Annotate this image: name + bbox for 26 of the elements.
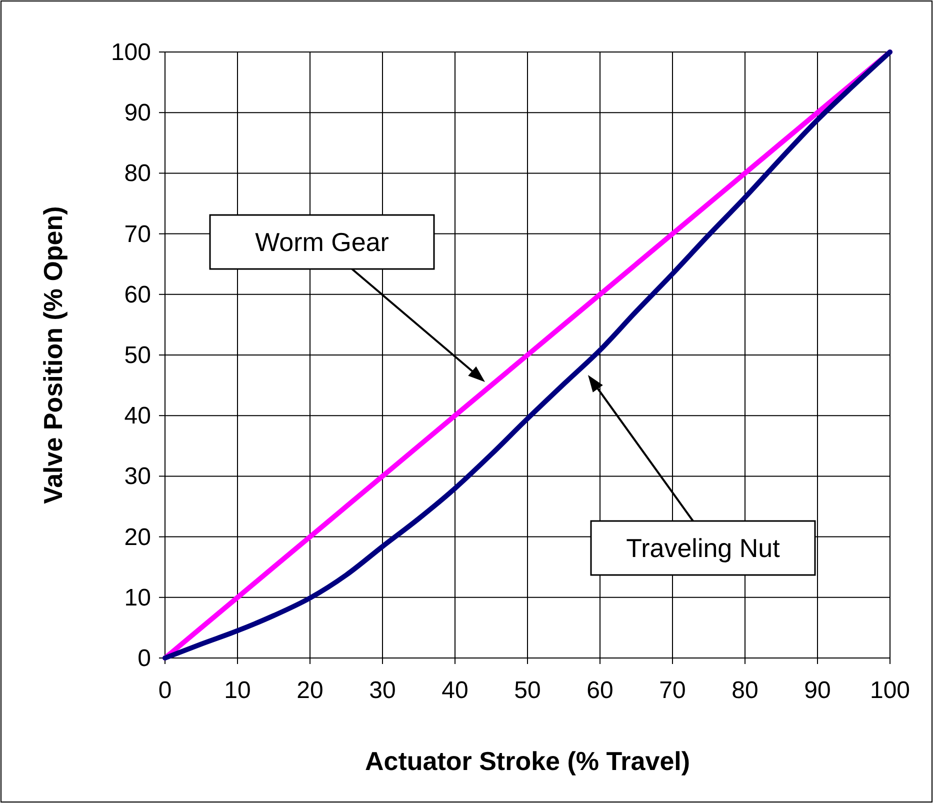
x-tick-label: 30 xyxy=(369,677,396,704)
y-tick-label: 30 xyxy=(124,463,151,490)
y-tick-label: 70 xyxy=(124,220,151,248)
y-tick-label: 10 xyxy=(124,584,151,612)
x-tick-label: 60 xyxy=(586,677,614,704)
annotation: Worm Gear xyxy=(255,227,390,257)
y-tick-label: 60 xyxy=(124,281,151,308)
x-tick-label: 90 xyxy=(804,677,831,704)
x-tick-label: 20 xyxy=(296,677,324,704)
y-tick-label: 50 xyxy=(124,342,151,369)
annotation: Traveling Nut xyxy=(626,533,781,563)
x-tick-label: 100 xyxy=(870,677,910,704)
x-tick-label: 10 xyxy=(224,677,251,704)
y-tick-label: 90 xyxy=(124,100,151,127)
y-tick-label: 20 xyxy=(124,524,151,551)
y-tick-label: 80 xyxy=(124,160,151,188)
x-tick-label: 80 xyxy=(732,677,758,704)
x-tick-label: 0 xyxy=(158,677,172,704)
y-tick-label: 40 xyxy=(124,402,151,430)
x-axis-title: Actuator Stroke (% Travel) xyxy=(364,746,690,776)
x-tick-label: 40 xyxy=(442,677,468,704)
y-tick-label: 0 xyxy=(138,645,151,672)
x-tick-label: 50 xyxy=(514,677,541,704)
y-axis-title: Valve Position (% Open) xyxy=(38,206,68,504)
x-tick-label: 70 xyxy=(659,677,686,704)
y-tick-label: 100 xyxy=(110,39,151,66)
